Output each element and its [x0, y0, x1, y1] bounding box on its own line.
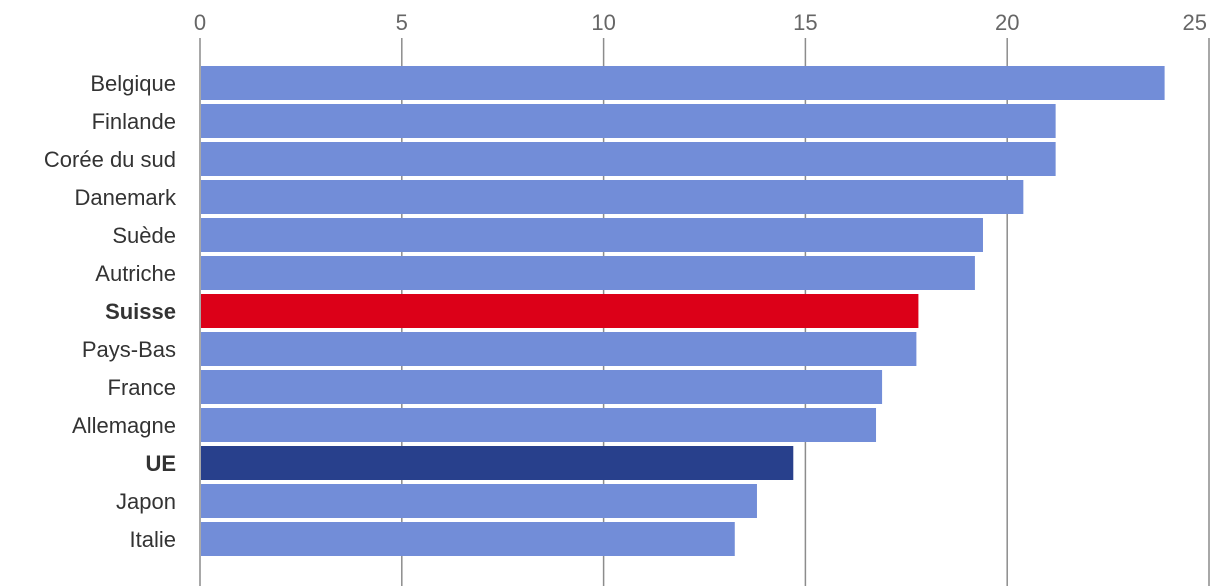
category-label: Belgique	[90, 71, 176, 96]
category-label: Autriche	[95, 261, 176, 286]
bar-japon	[201, 484, 757, 518]
x-tick-label: 0	[194, 10, 206, 35]
bar-su-de	[201, 218, 983, 252]
category-label: Suisse	[105, 299, 176, 324]
category-label: Corée du sud	[44, 147, 176, 172]
x-tick-label: 5	[396, 10, 408, 35]
category-label: Allemagne	[72, 413, 176, 438]
bar-italie	[201, 522, 735, 556]
bar-ue	[201, 446, 794, 480]
x-tick-label: 25	[1183, 10, 1207, 35]
bar-finlande	[201, 104, 1056, 138]
x-tick-label: 15	[793, 10, 817, 35]
category-label: UE	[145, 451, 176, 476]
bar-allemagne	[201, 408, 877, 442]
bar-pays-bas	[201, 332, 917, 366]
bar-france	[201, 370, 883, 404]
x-tick-label: 10	[591, 10, 615, 35]
category-label: Italie	[130, 527, 176, 552]
bar-autriche	[201, 256, 975, 290]
bar-belgique	[201, 66, 1165, 100]
bar-suisse	[201, 294, 919, 328]
category-labels: Belgique Finlande Corée du sud Danemark Suèd…	[44, 71, 177, 552]
category-label: France	[108, 375, 176, 400]
x-tick-labels: 0 5 10 15 20 25	[194, 10, 1207, 35]
category-label: Pays-Bas	[82, 337, 176, 362]
bar-cor-e-du-sud	[201, 142, 1056, 176]
category-label: Suède	[112, 223, 176, 248]
x-tick-label: 20	[995, 10, 1019, 35]
bar-danemark	[201, 180, 1024, 214]
category-label: Danemark	[75, 185, 177, 210]
category-label: Japon	[116, 489, 176, 514]
bars	[201, 66, 1165, 556]
category-label: Finlande	[92, 109, 176, 134]
